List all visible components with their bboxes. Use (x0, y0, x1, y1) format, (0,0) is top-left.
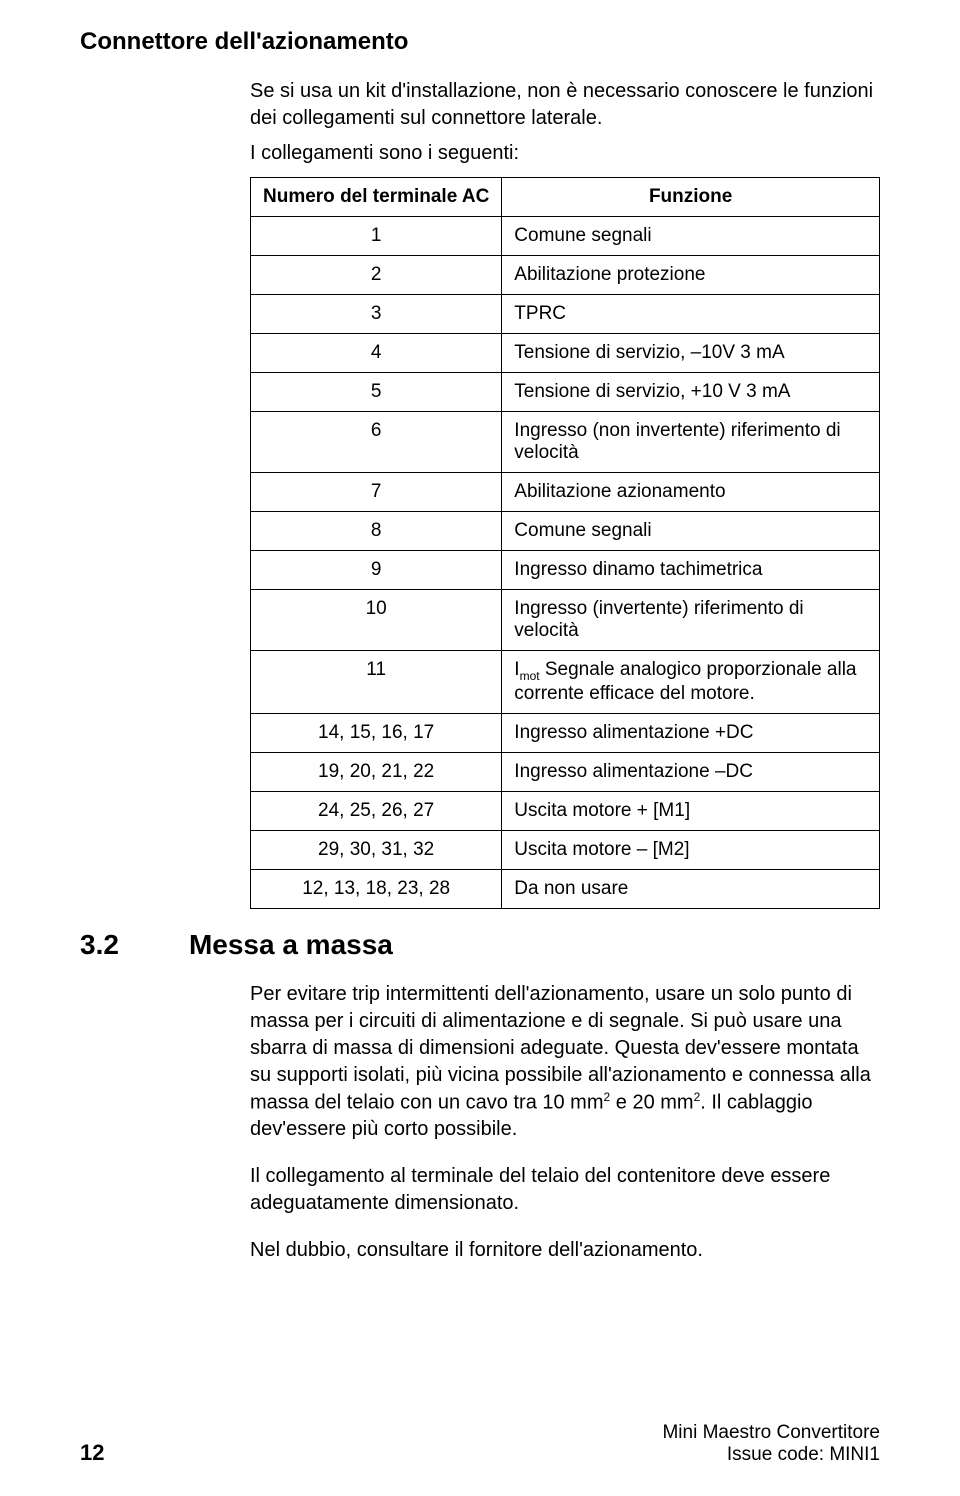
table-cell-fun: Abilitazione protezione (502, 256, 880, 295)
table-row: 1Comune segnali (251, 217, 880, 256)
table-cell-fun: Ingresso dinamo tachimetrica (502, 551, 880, 590)
table-cell-fun: Uscita motore – [M2] (502, 830, 880, 869)
table-cell-fun: Ingresso alimentazione +DC (502, 713, 880, 752)
table-row: 9Ingresso dinamo tachimetrica (251, 551, 880, 590)
table-cell-fun: Comune segnali (502, 512, 880, 551)
body-para-1: Per evitare trip intermittenti dell'azio… (250, 981, 880, 1144)
section-number: 3.2 (80, 929, 119, 961)
terminal-table: Numero del terminale AC Funzione 1Comune… (250, 177, 880, 909)
table-cell-num: 1 (251, 217, 502, 256)
footer-right: Mini Maestro Convertitore Issue code: MI… (662, 1422, 880, 1466)
table-row: 11Imot Segnale analogico proporzionale a… (251, 651, 880, 714)
table-row: 14, 15, 16, 17Ingresso alimentazione +DC (251, 713, 880, 752)
heading-connector: Connettore dell'azionamento (80, 28, 880, 56)
table-row: 6Ingresso (non invertente) riferimento d… (251, 412, 880, 473)
table-cell-fun: Ingresso (invertente) riferimento di vel… (502, 590, 880, 651)
table-row: 29, 30, 31, 32Uscita motore – [M2] (251, 830, 880, 869)
table-cell-num: 8 (251, 512, 502, 551)
table-cell-num: 9 (251, 551, 502, 590)
table-cell-num: 12, 13, 18, 23, 28 (251, 869, 502, 908)
table-cell-fun: Abilitazione azionamento (502, 473, 880, 512)
table-cell-num: 29, 30, 31, 32 (251, 830, 502, 869)
section-title: Messa a massa (189, 929, 393, 961)
section-body: Per evitare trip intermittenti dell'azio… (250, 981, 880, 1265)
intro-para-2: I collegamenti sono i seguenti: (250, 140, 880, 167)
table-row: 7Abilitazione azionamento (251, 473, 880, 512)
table-cell-num: 7 (251, 473, 502, 512)
section-heading-row: 3.2 Messa a massa (80, 929, 880, 961)
table-row: 19, 20, 21, 22Ingresso alimentazione –DC (251, 752, 880, 791)
table-row: 10Ingresso (invertente) riferimento di v… (251, 590, 880, 651)
body-para-3: Nel dubbio, consultare il fornitore dell… (250, 1237, 880, 1264)
table-cell-num: 2 (251, 256, 502, 295)
table-cell-fun: Comune segnali (502, 217, 880, 256)
table-cell-fun: Tensione di servizio, –10V 3 mA (502, 334, 880, 373)
footer-line-1: Mini Maestro Convertitore (662, 1422, 880, 1444)
table-cell-fun: Uscita motore + [M1] (502, 791, 880, 830)
table-row: 8Comune segnali (251, 512, 880, 551)
body-p1-b: e 20 mm (610, 1091, 693, 1113)
table-cell-fun: Tensione di servizio, +10 V 3 mA (502, 373, 880, 412)
table-row: 2Abilitazione protezione (251, 256, 880, 295)
table-row: 24, 25, 26, 27Uscita motore + [M1] (251, 791, 880, 830)
table-cell-num: 14, 15, 16, 17 (251, 713, 502, 752)
table-cell-num: 11 (251, 651, 502, 714)
table-cell-num: 24, 25, 26, 27 (251, 791, 502, 830)
table-row: 12, 13, 18, 23, 28Da non usare (251, 869, 880, 908)
table-cell-num: 6 (251, 412, 502, 473)
table-cell-num: 4 (251, 334, 502, 373)
table-cell-fun: Ingresso alimentazione –DC (502, 752, 880, 791)
table-header-row: Numero del terminale AC Funzione (251, 178, 880, 217)
page: Connettore dell'azionamento Se si usa un… (0, 0, 960, 1496)
page-number: 12 (80, 1440, 104, 1466)
table-row: 3TPRC (251, 295, 880, 334)
table-row: 4Tensione di servizio, –10V 3 mA (251, 334, 880, 373)
table-cell-fun: Ingresso (non invertente) riferimento di… (502, 412, 880, 473)
table-cell-num: 3 (251, 295, 502, 334)
page-footer: 12 Mini Maestro Convertitore Issue code:… (80, 1422, 880, 1466)
table-header-fun: Funzione (502, 178, 880, 217)
table-cell-num: 5 (251, 373, 502, 412)
table-header-num: Numero del terminale AC (251, 178, 502, 217)
table-cell-fun: Da non usare (502, 869, 880, 908)
table-cell-num: 10 (251, 590, 502, 651)
table-cell-fun: TPRC (502, 295, 880, 334)
intro-para-1: Se si usa un kit d'installazione, non è … (250, 78, 880, 132)
table-cell-fun: Imot Segnale analogico proporzionale all… (502, 651, 880, 714)
body-para-2: Il collegamento al terminale del telaio … (250, 1163, 880, 1217)
footer-line-2: Issue code: MINI1 (662, 1444, 880, 1466)
intro-block: Se si usa un kit d'installazione, non è … (250, 78, 880, 909)
table-row: 5Tensione di servizio, +10 V 3 mA (251, 373, 880, 412)
table-cell-num: 19, 20, 21, 22 (251, 752, 502, 791)
